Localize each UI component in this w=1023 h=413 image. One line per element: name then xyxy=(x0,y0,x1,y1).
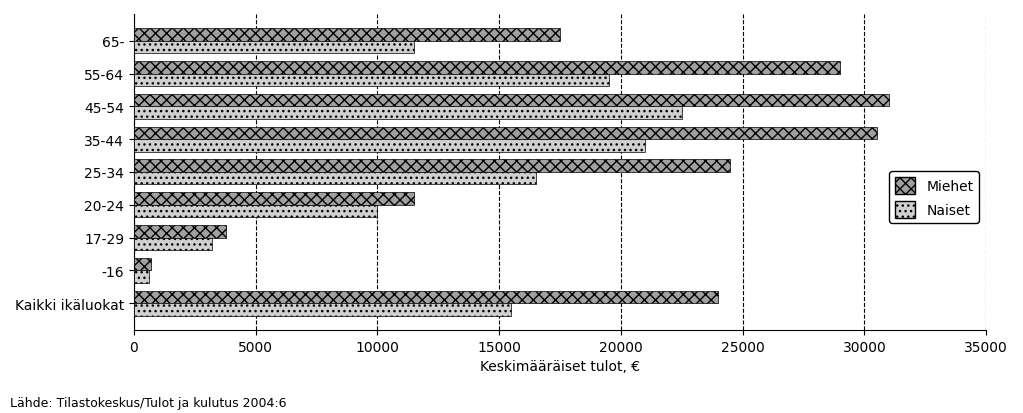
Bar xyxy=(134,107,681,119)
Text: Lähde: Tilastokeskus/Tulot ja kulutus 2004:6: Lähde: Tilastokeskus/Tulot ja kulutus 20… xyxy=(10,396,286,409)
Bar xyxy=(134,127,877,140)
Bar xyxy=(134,193,414,205)
X-axis label: Keskimääräiset tulot, €: Keskimääräiset tulot, € xyxy=(480,359,640,373)
Bar xyxy=(134,160,730,173)
Bar xyxy=(134,238,212,250)
Bar xyxy=(134,225,226,238)
Bar xyxy=(134,173,536,185)
Bar xyxy=(134,74,609,87)
Bar xyxy=(134,42,414,54)
Bar xyxy=(134,62,840,74)
Bar xyxy=(134,291,718,303)
Bar xyxy=(134,140,646,152)
Legend: Miehet, Naiset: Miehet, Naiset xyxy=(889,172,979,224)
Bar xyxy=(134,271,148,283)
Bar xyxy=(134,303,512,316)
Bar xyxy=(134,258,151,271)
Bar xyxy=(134,29,560,42)
Bar xyxy=(134,95,889,107)
Bar xyxy=(134,205,377,218)
